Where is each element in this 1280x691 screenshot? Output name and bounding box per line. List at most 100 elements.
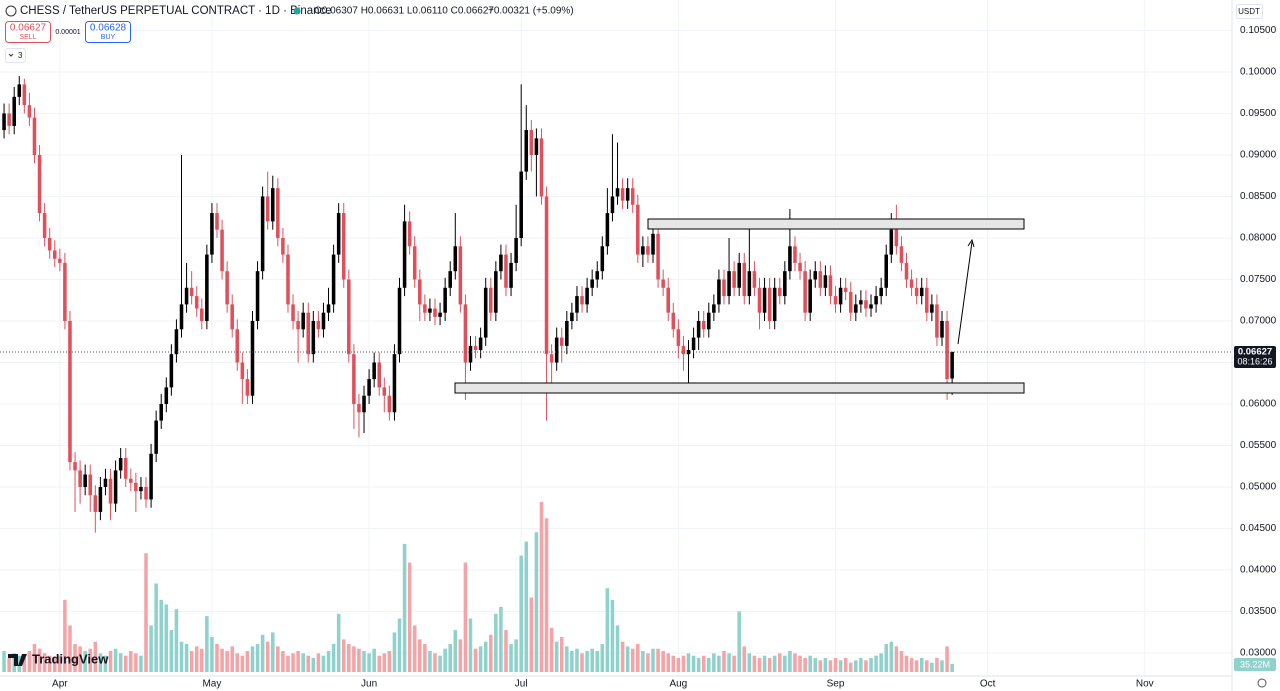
- candle-body: [661, 279, 665, 288]
- volume-bar: [174, 609, 179, 672]
- y-tick-label: 0.05500: [1240, 440, 1277, 451]
- candle-body: [909, 279, 914, 288]
- candle-body: [869, 304, 873, 309]
- candle-body: [777, 287, 782, 297]
- candle-body: [676, 329, 681, 346]
- volume-bar: [919, 658, 924, 672]
- x-tick-label: Nov: [1136, 679, 1154, 690]
- volume-bar: [620, 641, 625, 672]
- sell-label: SELL: [19, 34, 36, 41]
- volume-bar: [859, 658, 863, 672]
- volume-bar: [189, 651, 194, 672]
- volume-bar: [499, 606, 503, 672]
- volume-bar: [352, 646, 356, 672]
- candle-body: [788, 246, 792, 272]
- volume-bar: [854, 660, 858, 672]
- candle-body: [717, 279, 721, 305]
- volume-bar: [914, 660, 919, 672]
- volume-bar: [225, 651, 229, 672]
- candle-body: [47, 237, 52, 251]
- candle-body: [286, 254, 290, 305]
- volume-bar: [326, 651, 331, 672]
- volume-bar: [559, 637, 564, 672]
- candle-body: [37, 154, 42, 214]
- axes: 0.03000 0.03500 0.04000 0.04500 0.05000 0.055…: [52, 25, 1277, 690]
- candle-body: [468, 345, 473, 363]
- volume-bar: [73, 644, 77, 672]
- market-status[interactable]: [293, 7, 301, 15]
- x-tick-label: Oct: [980, 679, 996, 690]
- candle-body: [565, 320, 569, 346]
- volume-bar: [134, 653, 138, 672]
- projection-arrow[interactable]: [957, 241, 973, 345]
- volume-bar: [357, 648, 361, 672]
- symbol-icon[interactable]: [5, 5, 17, 17]
- candle-body: [615, 188, 620, 197]
- indicator-toggle[interactable]: [5, 48, 26, 63]
- volume-box: [1234, 658, 1276, 671]
- volume-bar: [32, 644, 37, 672]
- candle-body: [524, 130, 529, 172]
- settings-icon[interactable]: [1257, 678, 1267, 688]
- currency-button[interactable]: [1236, 4, 1263, 19]
- volume-bar: [407, 562, 412, 672]
- candle-body: [494, 271, 498, 313]
- candle-body: [83, 474, 87, 487]
- candle-body: [205, 254, 209, 321]
- volume-bar: [169, 630, 174, 672]
- candle-body: [813, 271, 818, 280]
- candle-body: [772, 287, 777, 321]
- candle-body: [686, 350, 691, 355]
- volume-bar: [544, 518, 549, 672]
- candle-body: [549, 354, 554, 363]
- candle-body: [245, 379, 250, 396]
- candle-body: [357, 403, 361, 413]
- candle-body: [458, 246, 463, 305]
- candle-body: [98, 486, 103, 512]
- buy-button[interactable]: [85, 21, 131, 43]
- volume-bar: [93, 641, 98, 672]
- candle-body: [737, 262, 741, 288]
- x-tick-label: Aug: [669, 679, 687, 690]
- volume-bar: [27, 651, 32, 672]
- candle-body: [448, 271, 452, 288]
- candle-body: [235, 329, 240, 363]
- candle-body: [453, 246, 458, 272]
- volume-bar: [205, 616, 209, 672]
- candle-body: [184, 287, 189, 305]
- volume-bar: [387, 651, 392, 672]
- candle-body: [418, 279, 422, 305]
- volume-bar: [737, 611, 741, 672]
- y-tick-label: 0.10500: [1240, 25, 1277, 36]
- volume-bar: [879, 653, 883, 672]
- candle-body: [428, 308, 432, 313]
- candle-body: [712, 304, 716, 313]
- volume-bar: [696, 658, 701, 672]
- volume-bar: [869, 658, 873, 672]
- candle-body: [570, 312, 574, 321]
- logo-icon: [8, 654, 27, 666]
- candle-body: [483, 287, 488, 338]
- candle-body: [838, 287, 843, 305]
- sell-button[interactable]: [5, 21, 51, 43]
- candle-body: [22, 84, 27, 106]
- volume-bar: [519, 555, 523, 672]
- candle-body: [554, 337, 559, 363]
- volume-bar: [22, 658, 27, 672]
- candle-body: [63, 262, 67, 321]
- resistance-zone[interactable]: [647, 218, 1025, 230]
- volume-bar: [838, 660, 843, 672]
- candle-body: [914, 287, 919, 297]
- volume-bar: [200, 648, 204, 672]
- volume-bar: [803, 658, 807, 672]
- volume-bar: [727, 653, 731, 672]
- support-zone[interactable]: [454, 382, 1025, 394]
- candle-body: [316, 320, 321, 330]
- candle-body: [377, 362, 382, 388]
- candle-body: [331, 254, 336, 305]
- volume-bar: [194, 646, 199, 672]
- symbol-title[interactable]: CHESS / TetherUS PERPETUAL CONTRACT · 1D…: [20, 5, 332, 17]
- candle-body: [722, 279, 726, 297]
- volume-bar: [483, 641, 488, 672]
- candle-body: [139, 486, 143, 492]
